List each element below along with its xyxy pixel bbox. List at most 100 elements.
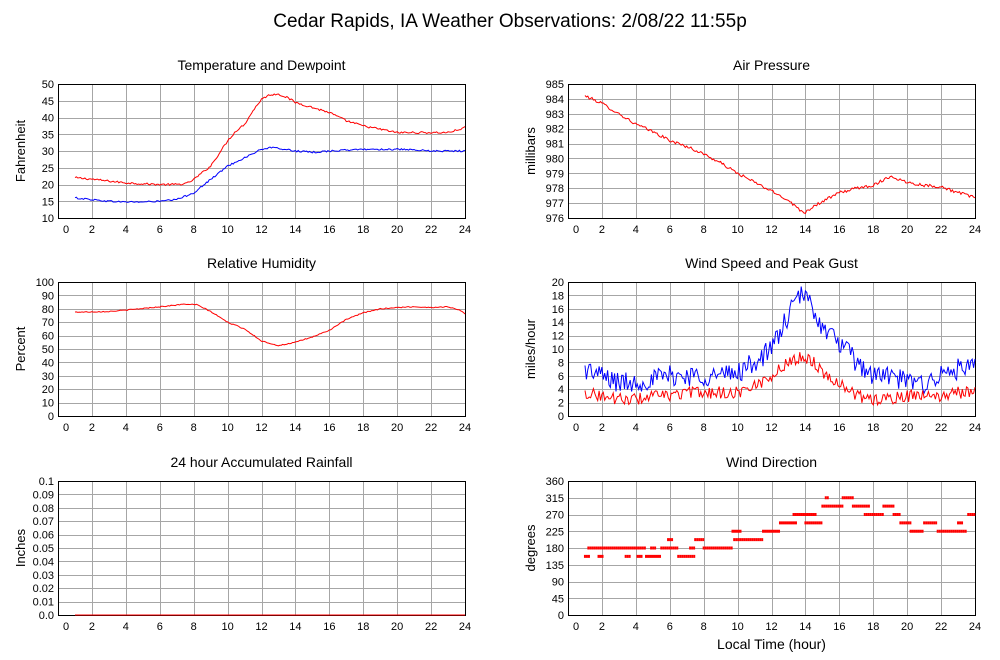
y-tick-label: 0.02 (33, 583, 54, 595)
wind-direction-point (693, 554, 696, 558)
data-series-line (584, 95, 976, 214)
wind-direction-point (946, 529, 949, 533)
wind-direction-point (761, 538, 764, 542)
wind-direction-point (921, 529, 924, 533)
x-tick-label: 0 (63, 224, 69, 236)
wind-direction-point (909, 521, 912, 525)
x-tick-label: 6 (157, 224, 163, 236)
y-tick-label: 225 (546, 526, 564, 538)
wind-direction-point (814, 521, 817, 525)
wind-direction-point (637, 546, 640, 550)
x-tick-label: 22 (425, 224, 437, 236)
wind-direction-point (712, 546, 715, 550)
wind-direction-point (613, 546, 616, 550)
x-tick-label: 8 (191, 224, 197, 236)
wind-direction-point (589, 546, 592, 550)
chart-title: Temperature and Dewpoint (177, 57, 345, 73)
wind-direction-point (841, 504, 844, 508)
wind-direction-point (638, 554, 641, 558)
wind-direction-point (957, 521, 960, 525)
wind-direction-point (757, 538, 760, 542)
x-tick-label: 10 (221, 422, 233, 434)
wind-direction-point (873, 513, 876, 516)
wind-direction-point (708, 546, 711, 550)
wind-direction-point (808, 513, 811, 516)
y-axis-label: Inches (13, 528, 28, 567)
wind-direction-point (867, 513, 870, 516)
y-tick-label: 8 (558, 357, 564, 369)
wind-direction-point (766, 529, 769, 533)
wind-direction-point (837, 504, 840, 508)
wind-direction-point (810, 513, 813, 516)
wind-direction-point (654, 546, 657, 550)
y-tick-label: 70 (42, 317, 54, 329)
wind-direction-point (641, 546, 644, 550)
wind-direction-point (743, 538, 746, 542)
y-tick-label: 50 (42, 79, 54, 91)
y-tick-label: 45 (552, 593, 564, 605)
data-series-line (74, 303, 466, 347)
wind-direction-point (798, 513, 801, 516)
wind-direction-point (818, 521, 821, 525)
wind-direction-point (741, 538, 744, 542)
chart-title: Wind Direction (726, 454, 817, 470)
x-tick-label: 4 (123, 224, 129, 236)
wind-direction-point (944, 529, 947, 533)
x-tick-label: 10 (731, 224, 743, 236)
wind-direction-point (753, 538, 756, 542)
wind-direction-point (810, 521, 813, 525)
x-tick-label: 14 (289, 224, 301, 236)
wind-direction-point (623, 546, 626, 550)
y-tick-label: 20 (42, 180, 54, 192)
y-tick-label: 35 (42, 129, 54, 141)
wind-direction-point (826, 496, 829, 500)
x-tick-label: 2 (599, 422, 605, 434)
x-tick-label: 6 (667, 422, 673, 434)
wind-direction-point (827, 504, 830, 508)
wind-direction-point (718, 546, 721, 550)
x-tick-label: 6 (157, 621, 163, 633)
x-tick-label: 4 (633, 621, 639, 633)
chart-title: Wind Speed and Peak Gust (685, 255, 858, 271)
wind-direction-point (720, 546, 723, 550)
wind-direction-point (961, 521, 964, 525)
wind-direction-point (839, 504, 842, 508)
wind-direction-point (660, 546, 663, 550)
wind-direction-point (788, 521, 791, 525)
data-series-line (584, 286, 976, 395)
y-tick-label: 14 (552, 317, 564, 329)
wind-direction-point (861, 504, 864, 508)
x-tick-label: 18 (357, 224, 369, 236)
wind-direction-point (806, 521, 809, 525)
x-tick-label: 6 (667, 224, 673, 236)
wind-direction-point (591, 546, 594, 550)
x-tick-label: 14 (799, 224, 811, 236)
wind-direction-point (628, 554, 631, 558)
plot-frame (58, 282, 466, 417)
wind-direction-point (886, 504, 889, 508)
wind-direction-point (923, 521, 926, 525)
page-title: Cedar Rapids, IA Weather Observations: 2… (273, 11, 747, 32)
x-tick-label: 20 (901, 422, 913, 434)
wind-direction-point (960, 529, 963, 533)
x-tick-label: 10 (731, 422, 743, 434)
y-axis-label: degrees (523, 524, 538, 571)
wind-direction-point (745, 538, 748, 542)
wind-direction-point (958, 529, 961, 533)
wind-direction-point (609, 546, 612, 550)
x-tick-label: 24 (969, 422, 981, 434)
x-tick-label: 22 (935, 621, 947, 633)
wind-direction-point (890, 504, 893, 508)
wind-direction-point (857, 504, 860, 508)
y-tick-label: 270 (546, 510, 564, 522)
wind-direction-point (716, 546, 719, 550)
wind-direction-point (619, 546, 622, 550)
y-tick-label: 0.09 (33, 489, 54, 501)
wind-direction-point (643, 546, 646, 550)
x-tick-label: 4 (633, 422, 639, 434)
x-tick-label: 16 (323, 224, 335, 236)
wind-direction-point (735, 529, 738, 533)
wind-direction-point (841, 496, 844, 500)
y-tick-label: 976 (546, 213, 564, 225)
wind-direction-point (664, 546, 667, 550)
